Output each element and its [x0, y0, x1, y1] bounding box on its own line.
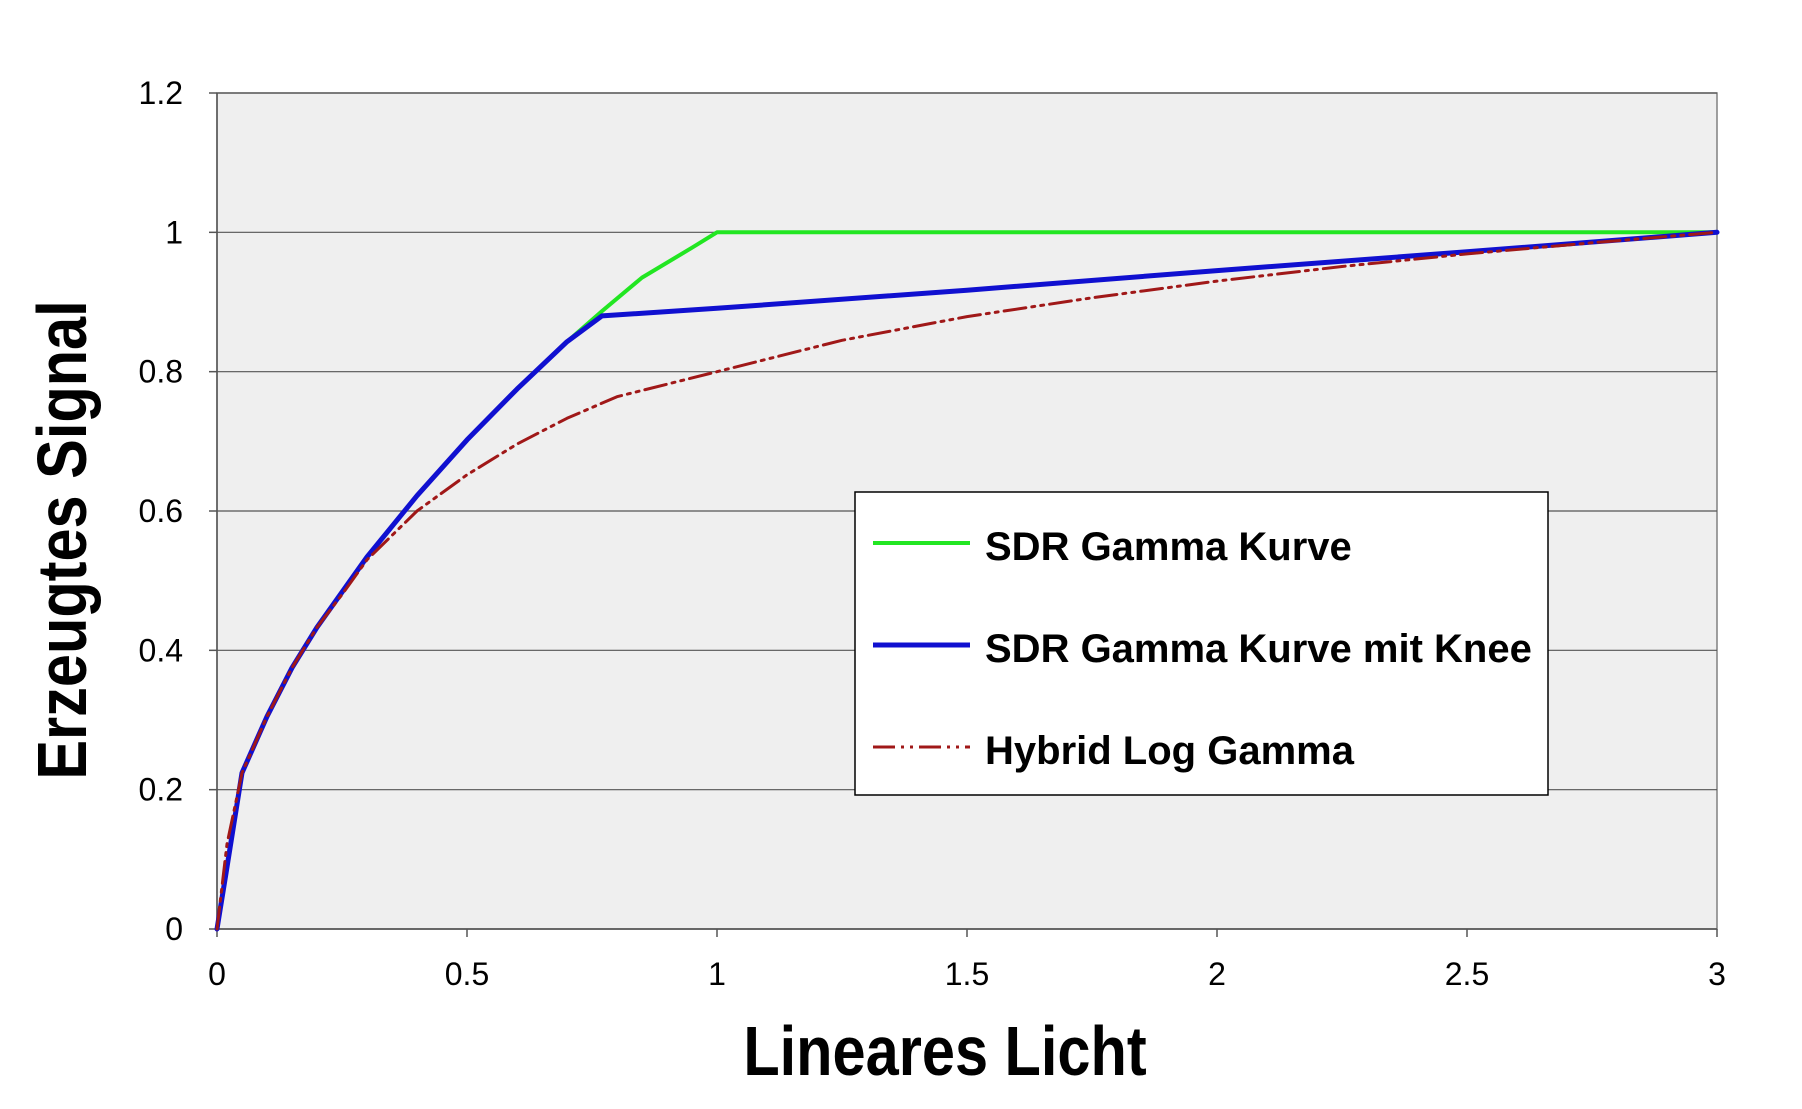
- y-tick-label: 1: [165, 214, 183, 250]
- x-tick-label: 2.5: [1445, 956, 1489, 992]
- series-line-hlg: [215, 230, 1719, 931]
- series-lines: [214, 229, 1720, 932]
- x-tick-label: 2: [1208, 956, 1226, 992]
- x-tick-label: 3: [1708, 956, 1726, 992]
- x-tick-label: 1: [708, 956, 726, 992]
- x-axis-title: Lineares Licht: [743, 1011, 1146, 1090]
- y-tick-label: 0.4: [139, 632, 183, 668]
- x-tick-label: 0: [208, 956, 226, 992]
- x-tick-label: 1.5: [945, 956, 989, 992]
- y-tick-label: 0.6: [139, 493, 183, 529]
- y-axis-title: Erzeugtes Signal: [22, 300, 101, 779]
- y-tick-label: 1.2: [139, 75, 183, 111]
- y-tick-label: 0.2: [139, 772, 183, 808]
- legend: SDR Gamma Kurve SDR Gamma Kurve mit Knee…: [854, 491, 1549, 796]
- y-tick-label: 0: [165, 911, 183, 947]
- legend-box: [854, 491, 1549, 796]
- tick-labels: 0 0.2 0.4 0.6 0.8 1 1.2 0 0.5 1 1.5 2 2.5 3: [139, 75, 1726, 992]
- legend-label-knee: SDR Gamma Kurve mit Knee: [985, 627, 1532, 671]
- legend-label-hlg: Hybrid Log Gamma: [985, 729, 1355, 773]
- x-tick-label: 0.5: [445, 956, 489, 992]
- axes: [209, 92, 1718, 937]
- legend-label-sdr: SDR Gamma Kurve: [985, 525, 1352, 569]
- y-tick-label: 0.8: [139, 354, 183, 390]
